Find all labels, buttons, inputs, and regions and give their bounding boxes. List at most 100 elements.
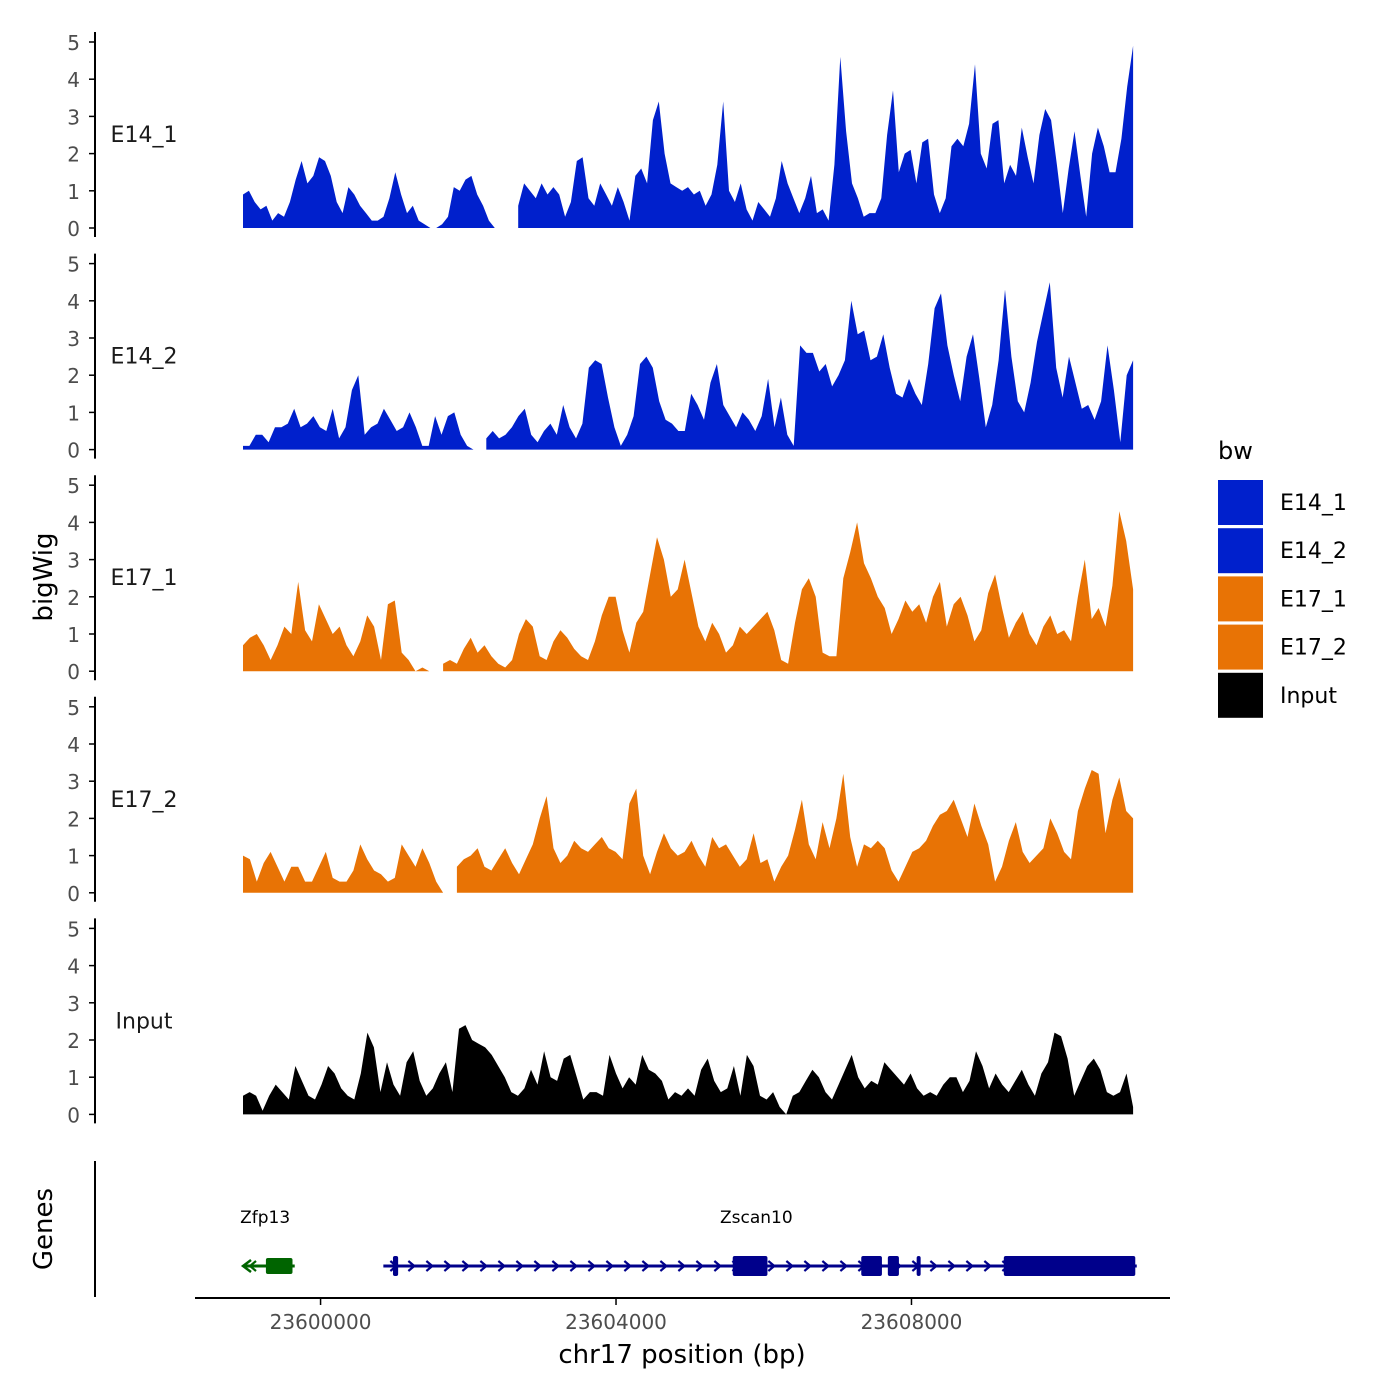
gene-Zscan10: Zscan10 <box>383 1208 1137 1276</box>
y-axis-title: bigWig <box>29 532 59 621</box>
y-tick-label: 1 <box>67 180 80 204</box>
track-panel-E17_1: 0 1 2 3 4 5 E17_1 <box>67 474 1134 684</box>
strand-chevron <box>695 1260 705 1272</box>
y-tick-label: 0 <box>67 1103 80 1127</box>
strand-arrowhead <box>240 1259 252 1273</box>
legend-swatch <box>1218 480 1263 525</box>
legend-label: E17_2 <box>1280 636 1347 661</box>
y-tick-label: 1 <box>67 623 80 647</box>
strand-chevron <box>785 1260 795 1272</box>
coverage-area <box>243 844 444 893</box>
strand-chevron <box>605 1260 615 1272</box>
strand-chevron <box>569 1260 579 1272</box>
y-tick-label: 5 <box>67 696 80 720</box>
gene-exon <box>887 1256 899 1276</box>
legend-title: bw <box>1218 437 1253 465</box>
strand-chevron <box>713 1260 723 1272</box>
y-tick-label: 0 <box>67 660 80 684</box>
track-panels: 0 1 2 3 4 5 E14_1 0 1 2 3 4 5 E14_2 0 1 2 3 4 5 E17_1 0 1 2 3 4 5 E… <box>67 31 1134 1127</box>
strand-chevron <box>839 1260 849 1272</box>
strand-chevron <box>821 1260 831 1272</box>
gene-label: Zscan10 <box>720 1208 793 1228</box>
y-tick-label: 4 <box>67 733 80 757</box>
track-label: E14_2 <box>111 345 178 370</box>
coverage-area <box>243 581 430 672</box>
coverage-area <box>456 770 1134 893</box>
strand-chevron <box>677 1260 687 1272</box>
y-tick-label: 4 <box>67 68 80 92</box>
x-tick-label: 23604000 <box>565 1310 667 1334</box>
strand-chevron <box>659 1260 669 1272</box>
legend-items: E14_1 E14_2 E17_1 E17_2 Input <box>1218 480 1347 718</box>
coverage-area <box>443 511 1134 672</box>
y-tick-label: 4 <box>67 955 80 979</box>
x-axis: 23600000 23604000 23608000 chr17 position … <box>195 1297 1170 1370</box>
y-tick-label: 2 <box>67 1029 80 1053</box>
track-label: Input <box>116 1009 173 1034</box>
y-tick-label: 4 <box>67 290 80 314</box>
track-label: E14_1 <box>111 123 178 148</box>
strand-chevron <box>929 1260 939 1272</box>
legend: bw E14_1 E14_2 E17_1 E17_2 Input <box>1218 437 1347 718</box>
strand-chevron <box>767 1260 777 1272</box>
y-tick-label: 4 <box>67 511 80 535</box>
gene-exon <box>265 1258 293 1274</box>
legend-swatch <box>1218 672 1263 718</box>
y-tick-label: 3 <box>67 327 80 351</box>
y-tick-label: 3 <box>67 770 80 794</box>
legend-swatch <box>1218 624 1263 670</box>
y-tick-label: 5 <box>67 917 80 941</box>
gene-exon <box>1003 1256 1136 1276</box>
y-tick-label: 2 <box>67 586 80 610</box>
strand-chevron <box>587 1260 597 1272</box>
strand-chevron <box>641 1260 651 1272</box>
y-tick-label: 1 <box>67 401 80 425</box>
y-tick-label: 3 <box>67 992 80 1016</box>
track-panel-E17_2: 0 1 2 3 4 5 E17_2 <box>67 696 1134 906</box>
y-tick-label: 2 <box>67 364 80 388</box>
y-tick-label: 3 <box>67 549 80 573</box>
y-tick-label: 1 <box>67 845 80 869</box>
strand-chevron <box>497 1260 507 1272</box>
genes-track-title: Genes <box>29 1188 59 1270</box>
gene-Zfp13: Zfp13 <box>240 1208 295 1274</box>
y-tick-label: 2 <box>67 143 80 167</box>
coverage-area <box>486 282 1134 450</box>
y-tick-label: 5 <box>67 474 80 498</box>
coverage-area <box>518 45 1134 229</box>
x-tick-label: 23600000 <box>270 1310 372 1334</box>
gene-exon <box>732 1256 768 1276</box>
strand-chevron <box>515 1260 525 1272</box>
y-tick-label: 5 <box>67 31 80 55</box>
strand-chevron <box>947 1260 957 1272</box>
gene-exon <box>861 1256 882 1276</box>
track-panel-Input: 0 1 2 3 4 5 Input <box>67 917 1134 1127</box>
legend-swatch <box>1218 576 1263 622</box>
legend-swatch <box>1218 528 1263 574</box>
strand-chevron <box>803 1260 813 1272</box>
genes-track: Genes Zfp13 Zscan10 <box>29 1161 1137 1297</box>
coverage-area <box>243 1025 1134 1115</box>
strand-chevron <box>425 1260 435 1272</box>
track-panel-E14_2: 0 1 2 3 4 5 E14_2 <box>67 253 1134 463</box>
strand-chevron <box>407 1260 417 1272</box>
y-tick-label: 5 <box>67 253 80 277</box>
strand-chevron <box>983 1260 993 1272</box>
strand-chevron <box>443 1260 453 1272</box>
strand-chevron <box>965 1260 975 1272</box>
strand-chevron <box>623 1260 633 1272</box>
gene-exon <box>392 1256 399 1276</box>
x-ticks: 23600000 23604000 23608000 <box>270 1298 962 1334</box>
y-tick-label: 1 <box>67 1066 80 1090</box>
legend-label: E14_2 <box>1280 539 1347 564</box>
strand-chevron <box>248 1260 257 1272</box>
y-tick-label: 0 <box>67 217 80 241</box>
gene-exon <box>916 1256 921 1276</box>
track-label: E17_2 <box>111 788 178 813</box>
gene-label: Zfp13 <box>240 1208 290 1228</box>
legend-label: Input <box>1280 684 1337 709</box>
coverage-area <box>243 375 474 450</box>
y-tick-label: 2 <box>67 807 80 831</box>
track-panel-E14_1: 0 1 2 3 4 5 E14_1 <box>67 31 1134 241</box>
